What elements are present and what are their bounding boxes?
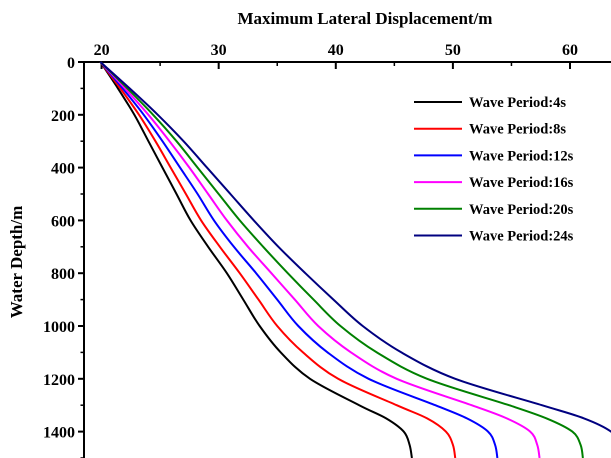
y-tick-label: 800 bbox=[51, 266, 75, 283]
y-tick-label: 400 bbox=[51, 161, 75, 178]
series-line-1 bbox=[99, 61, 457, 458]
legend: Wave Period:4s Wave Period:8s Wave Period:… bbox=[414, 95, 574, 245]
x-tick-label: 20 bbox=[94, 42, 110, 59]
legend-label-5: Wave Period:24s bbox=[469, 229, 574, 245]
y-axis-title: Water Depth/m bbox=[7, 206, 26, 319]
legend-label-0: Wave Period:4s bbox=[469, 95, 566, 111]
legend-label-4: Wave Period:20s bbox=[469, 202, 574, 218]
series-line-4 bbox=[99, 61, 584, 458]
series-line-3 bbox=[99, 61, 541, 458]
y-tick-label: 1000 bbox=[43, 319, 75, 336]
legend-label-3: Wave Period:16s bbox=[469, 175, 574, 191]
y-tick-label: 200 bbox=[51, 108, 75, 125]
series-line-0 bbox=[99, 61, 413, 458]
series-line-2 bbox=[99, 61, 499, 458]
x-tick-label: 30 bbox=[211, 42, 227, 59]
x-axis-title: Maximum Lateral Displacement/m bbox=[238, 9, 493, 28]
x-tick-label: 60 bbox=[562, 42, 578, 59]
y-tick-label: 1200 bbox=[43, 372, 75, 389]
x-tick-label: 50 bbox=[445, 42, 461, 59]
y-tick-label: 600 bbox=[51, 213, 75, 230]
series-line-5 bbox=[99, 61, 611, 433]
legend-label-2: Wave Period:12s bbox=[469, 148, 574, 164]
y-tick-label: 0 bbox=[67, 55, 75, 72]
y-tick-label: 1400 bbox=[43, 425, 75, 442]
x-tick-label: 40 bbox=[328, 42, 344, 59]
legend-label-1: Wave Period:8s bbox=[469, 122, 566, 138]
series-lines bbox=[99, 61, 611, 458]
